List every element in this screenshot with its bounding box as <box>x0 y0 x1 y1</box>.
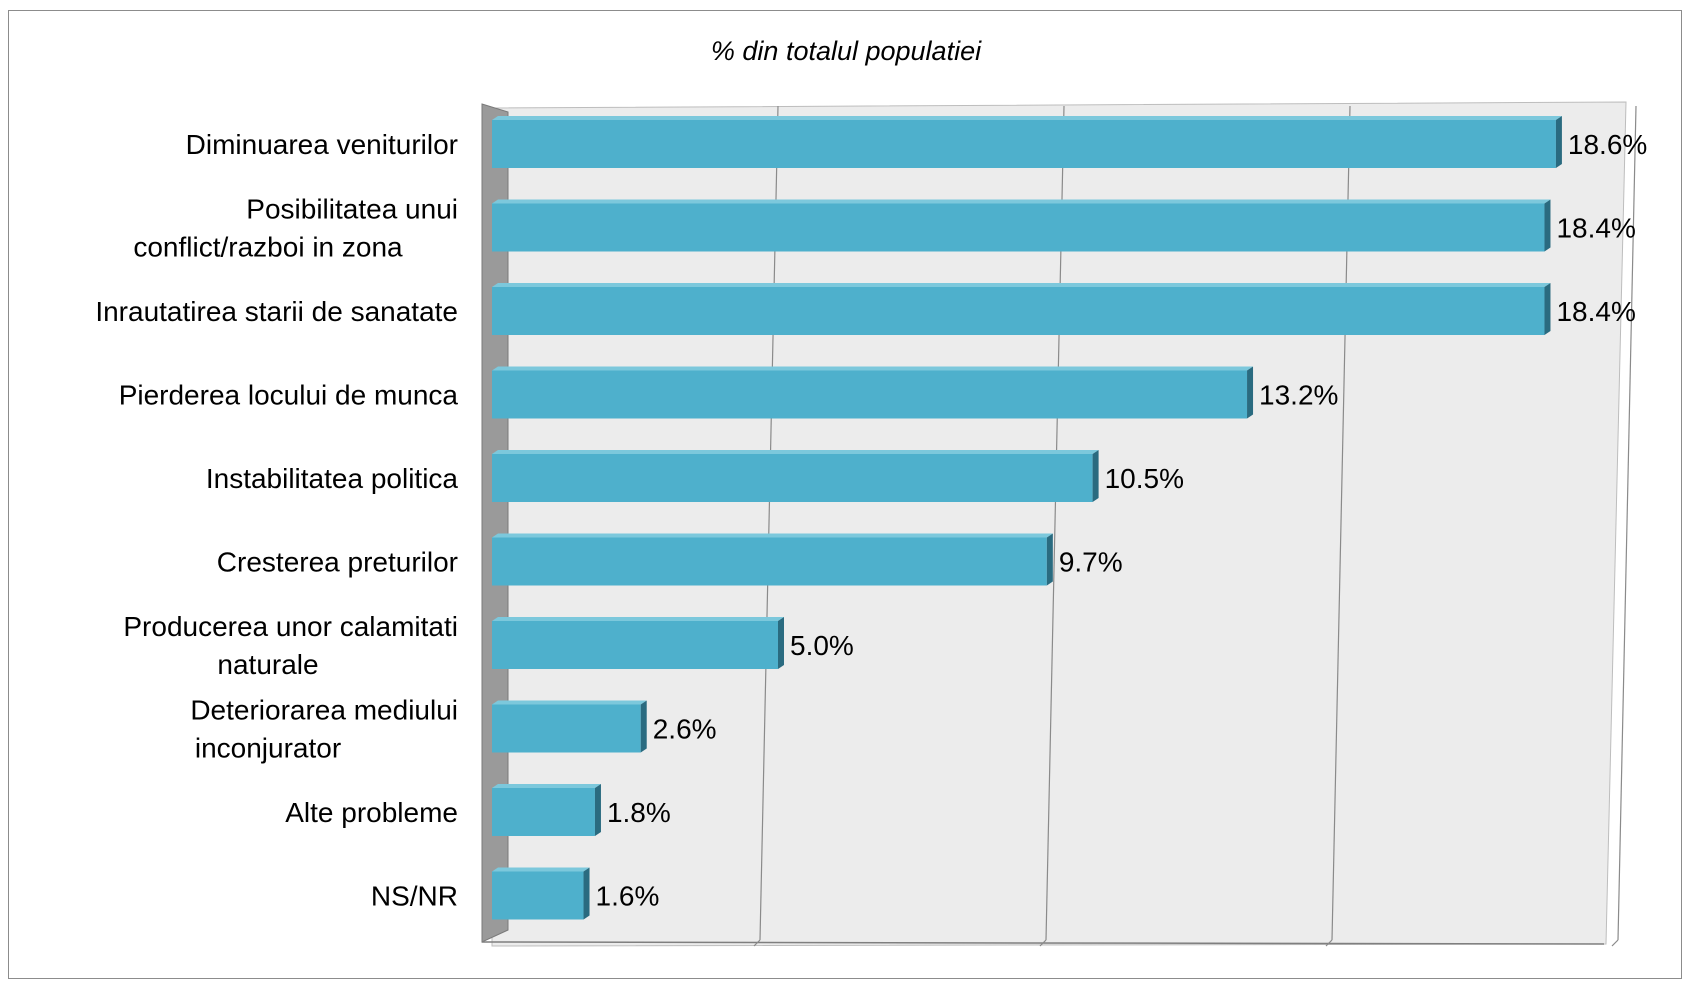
value-label: 10.5% <box>1105 463 1184 494</box>
bar-top <box>492 867 590 872</box>
category-label: Diminuarea veniturilor <box>186 129 458 160</box>
bar <box>492 370 1248 419</box>
category-label: inconjurator <box>195 733 341 764</box>
bar-top <box>492 116 1562 120</box>
bar-end <box>1092 450 1099 502</box>
value-label: 5.0% <box>790 630 854 661</box>
bar <box>492 621 778 669</box>
bar-end <box>640 700 647 753</box>
gridline-tick <box>1611 939 1619 947</box>
bar-end <box>1544 283 1551 335</box>
category-label: naturale <box>217 649 318 680</box>
gridline <box>1617 105 1637 941</box>
value-label: 18.4% <box>1556 213 1635 244</box>
value-label: 9.7% <box>1059 547 1123 578</box>
value-label: 1.6% <box>596 881 660 912</box>
bar-top <box>492 283 1551 287</box>
category-label: Deteriorarea mediului <box>190 695 458 726</box>
category-label: Producerea unor calamitati <box>123 611 458 642</box>
category-label: conflict/razboi in zona <box>133 232 403 263</box>
bar-end <box>1555 116 1562 168</box>
value-labels: 18.6% 18.4% 18.4% 13.2% 10.5% 9.7% 5.0% 2.6% 1.8… <box>596 129 1648 912</box>
bar-end <box>594 784 601 836</box>
value-label: 18.6% <box>1568 129 1647 160</box>
category-label: Pierderea locului de munca <box>119 380 459 411</box>
bar-end <box>1046 533 1053 586</box>
bar-top <box>492 450 1099 454</box>
bar <box>492 454 1093 502</box>
bar-top <box>492 533 1053 538</box>
bar <box>492 203 1545 252</box>
bar-end <box>583 867 590 920</box>
gridline-tick <box>1039 939 1047 947</box>
bars <box>492 116 1562 920</box>
bar <box>492 537 1047 586</box>
bar-top <box>492 784 601 788</box>
bar <box>492 704 641 753</box>
value-label: 1.8% <box>607 797 671 828</box>
category-label: Posibilitatea unui <box>246 194 458 225</box>
bar <box>492 871 584 920</box>
value-label: 2.6% <box>653 714 717 745</box>
bar-end <box>1247 366 1254 419</box>
bar-end <box>1544 199 1551 252</box>
value-label: 13.2% <box>1259 380 1338 411</box>
bar <box>492 287 1545 335</box>
bar-top <box>492 199 1551 204</box>
bar-end <box>778 617 784 669</box>
category-label: Cresterea preturilor <box>217 547 458 578</box>
category-label: NS/NR <box>371 881 458 912</box>
bar-top <box>492 700 647 705</box>
bar-top <box>492 366 1254 371</box>
category-label: Instabilitatea politica <box>206 463 459 494</box>
bar <box>492 120 1556 168</box>
value-label: 18.4% <box>1556 296 1635 327</box>
gridline-tick <box>753 939 761 947</box>
bar-top <box>492 617 784 621</box>
category-label: Inrautatirea starii de sanatate <box>95 296 458 327</box>
category-labels: Diminuarea veniturilor Posibilitatea unui… <box>95 129 458 912</box>
category-label: Alte probleme <box>285 797 458 828</box>
gridline-tick <box>1325 939 1333 947</box>
chart-title: % din totalul populatiei <box>710 36 982 66</box>
bar <box>492 788 595 836</box>
